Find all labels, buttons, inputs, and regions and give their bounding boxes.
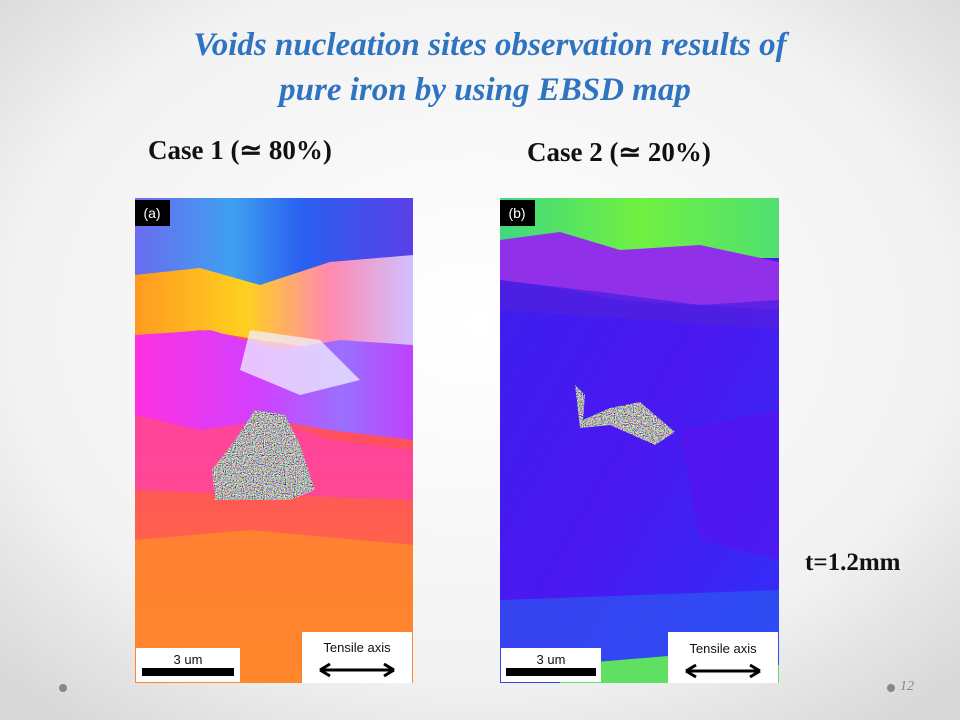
ebsd-map: (a) 3 um Tensile axis <box>135 198 413 683</box>
page-number: 12 <box>900 679 914 694</box>
panel-label: (b) <box>508 205 525 221</box>
case-label: Case 1 (≃ 80%) <box>148 135 332 165</box>
panel-label: (a) <box>143 205 160 221</box>
title-line: pure iron by using EBSD map <box>276 72 691 108</box>
bullet-dot <box>59 684 67 692</box>
tensile-axis-label: Tensile axis <box>323 640 391 655</box>
case-label: Case 2 (≃ 20%) <box>527 137 711 167</box>
tensile-axis-label: Tensile axis <box>689 641 757 656</box>
bullet-dot <box>887 684 895 692</box>
thickness: t=1.2mm <box>805 549 901 576</box>
ebsd-map: (b) 3 um Tensile axis <box>500 198 779 683</box>
scale-bar-label: 3 um <box>174 652 203 667</box>
title-line: Voids nucleation sites observation resul… <box>193 27 789 63</box>
scale-bar-label: 3 um <box>537 652 566 667</box>
